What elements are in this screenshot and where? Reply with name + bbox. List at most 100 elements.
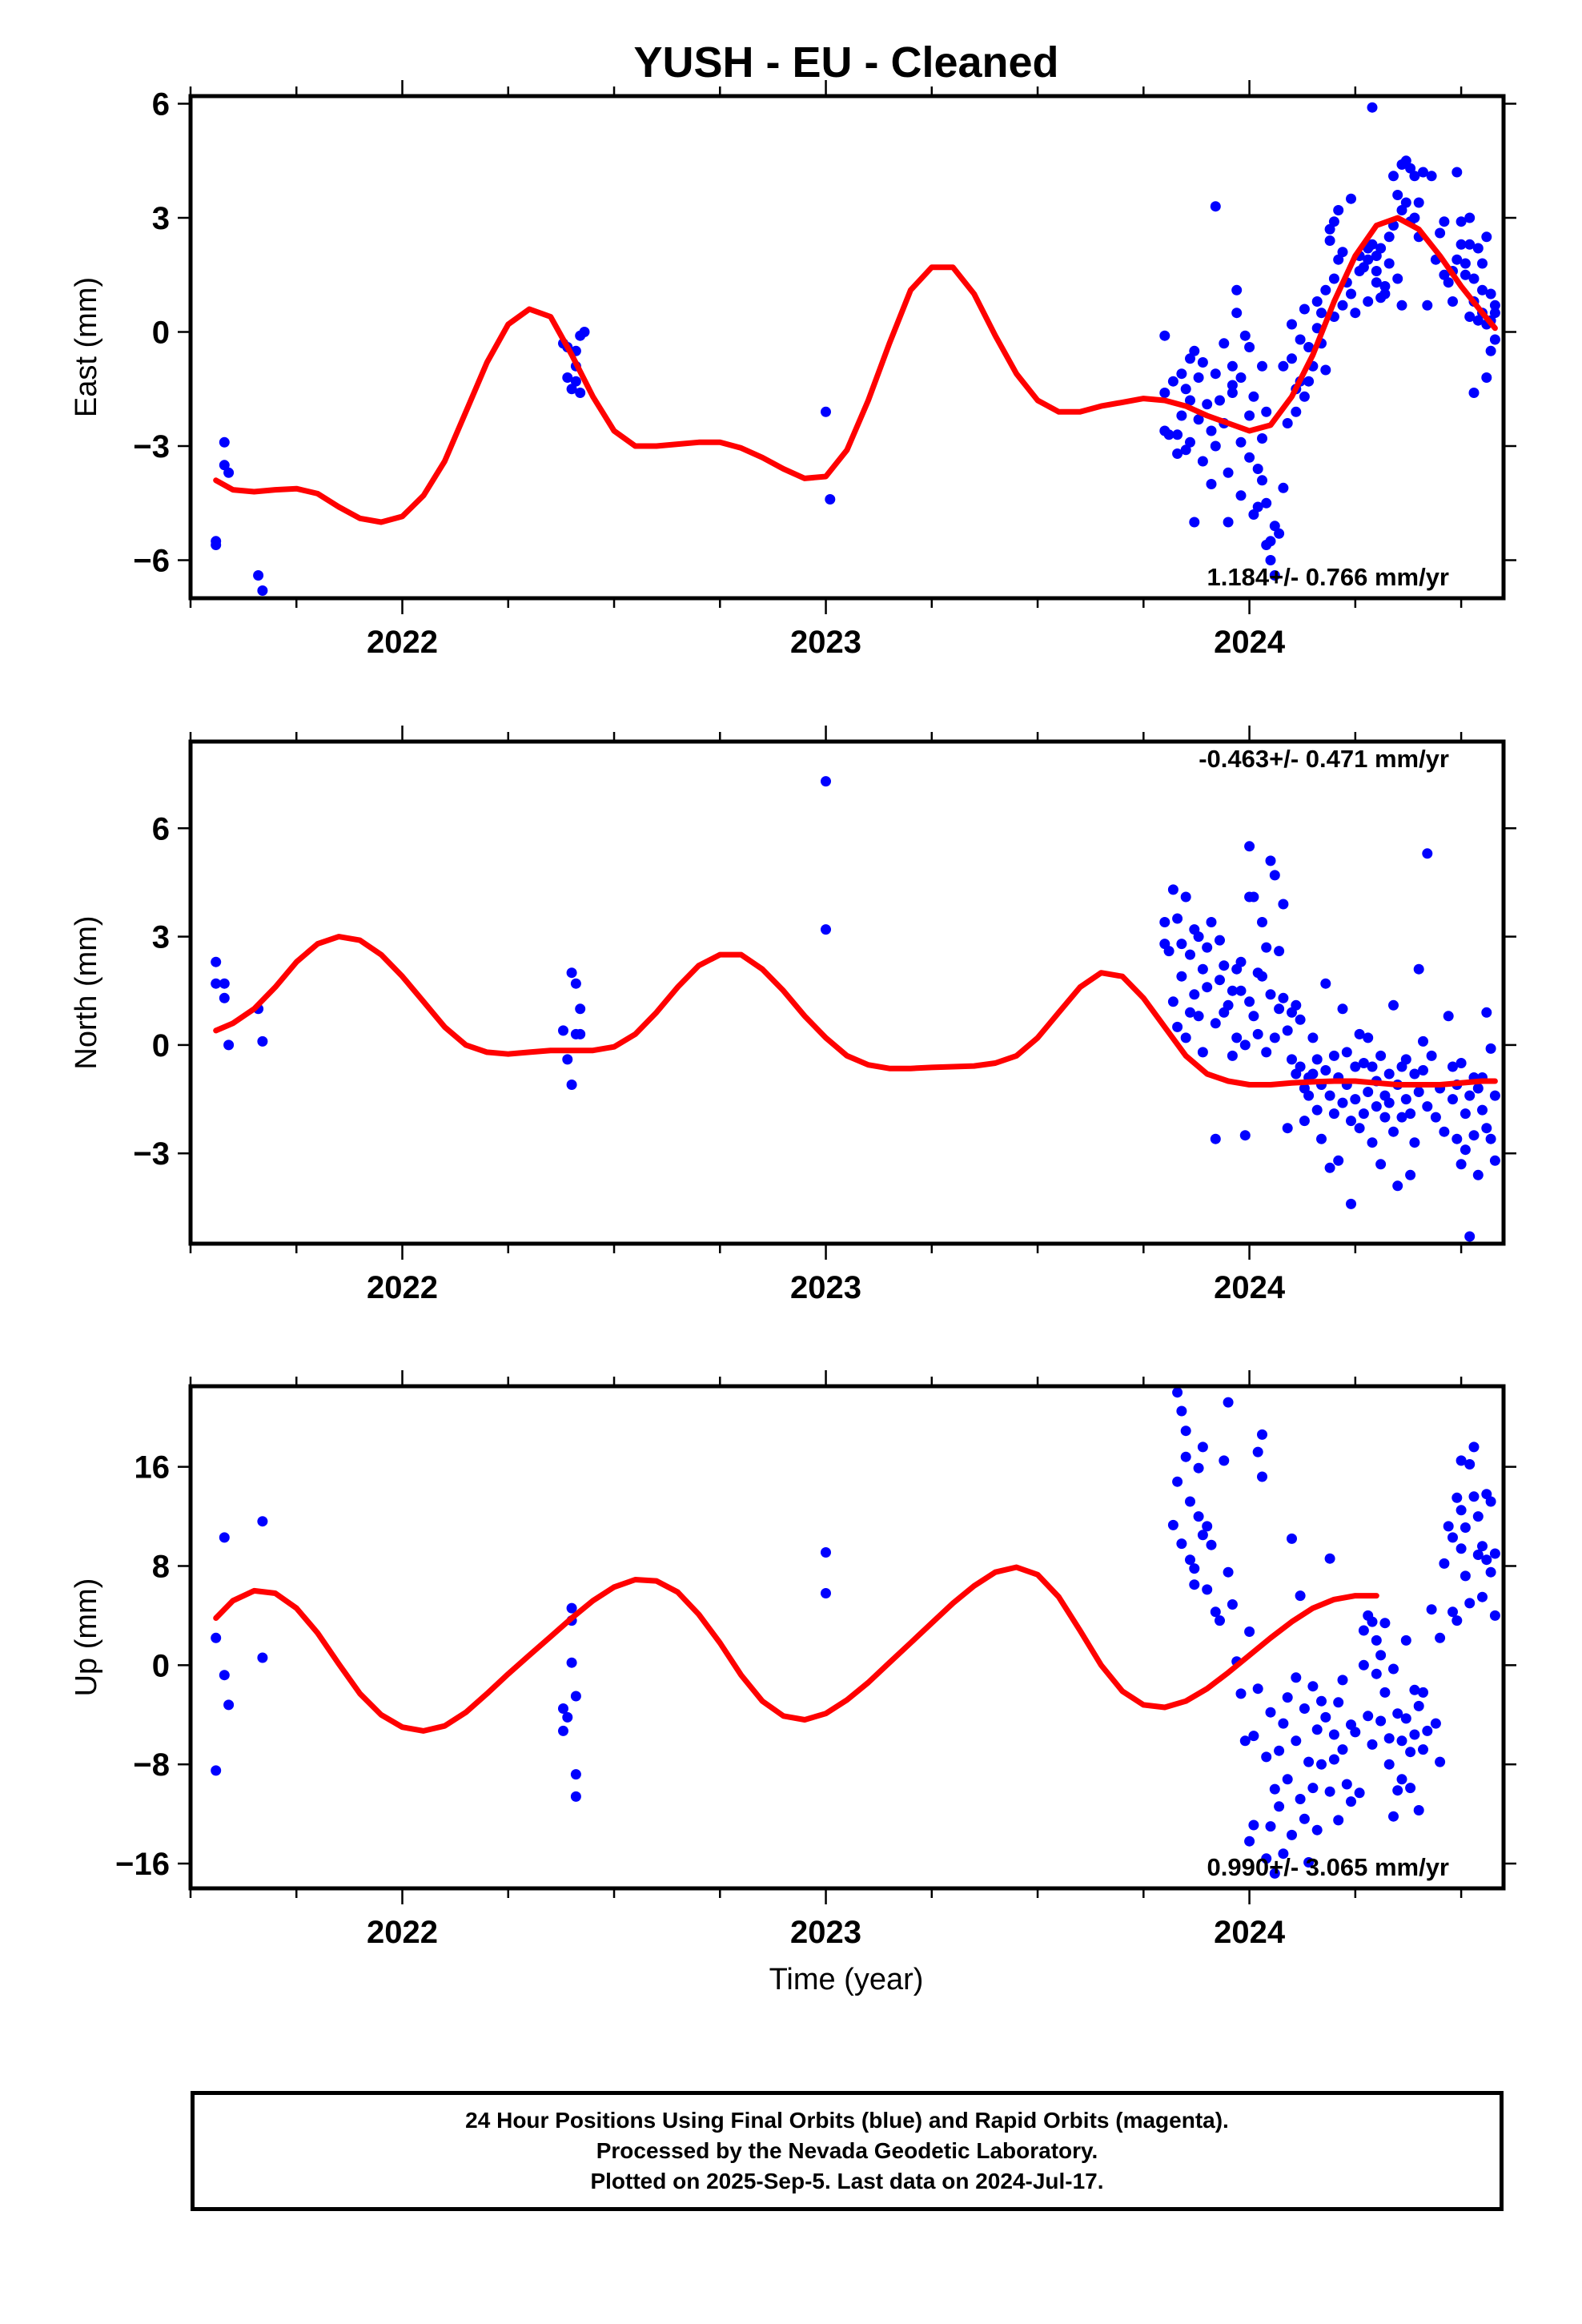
- data-point: [1468, 1491, 1480, 1502]
- data-point: [1324, 235, 1335, 246]
- data-point: [1180, 1032, 1191, 1043]
- model-curve-east: [213, 215, 1498, 525]
- data-point: [570, 978, 581, 989]
- data-point: [1443, 1521, 1454, 1532]
- data-point: [1452, 1133, 1463, 1144]
- data-point: [1269, 1032, 1280, 1043]
- data-point: [575, 1028, 586, 1039]
- data-point: [1464, 1598, 1476, 1609]
- data-point: [1443, 1011, 1454, 1022]
- data-point: [1185, 395, 1195, 406]
- data-point: [1261, 1853, 1272, 1864]
- data-point: [223, 1039, 235, 1051]
- data-point: [1392, 1180, 1403, 1192]
- data-point: [1257, 1471, 1267, 1482]
- data-point: [1371, 251, 1382, 261]
- data-point: [223, 467, 235, 478]
- data-point: [219, 1532, 230, 1543]
- data-point: [1383, 231, 1395, 243]
- data-point: [1231, 1032, 1243, 1043]
- data-point: [1210, 440, 1221, 452]
- data-point: [1202, 942, 1213, 953]
- data-point: [1248, 1011, 1259, 1022]
- data-point: [1388, 999, 1399, 1011]
- data-point: [1413, 1805, 1424, 1815]
- panel-north: 2022 2023 2024 6 3 0 −3 North (mm) -0.463+/- 0.4…: [70, 726, 1516, 1305]
- data-point: [1227, 388, 1238, 398]
- data-point: [1363, 296, 1374, 307]
- data-point: [1341, 1047, 1352, 1058]
- data-point: [575, 388, 586, 398]
- velocity-label-up: 0.990+/- 3.065 mm/yr: [1207, 1853, 1449, 1881]
- data-point: [1489, 1610, 1500, 1621]
- data-point: [566, 1080, 577, 1090]
- data-point: [1197, 456, 1208, 467]
- data-point: [1303, 1857, 1315, 1868]
- data-point: [1269, 870, 1280, 881]
- data-point: [1303, 376, 1315, 387]
- data-point: [1193, 1462, 1204, 1474]
- data-point: [1257, 360, 1267, 372]
- y-tick-label: 3: [152, 201, 170, 236]
- data-point: [1252, 1028, 1263, 1039]
- data-point: [1311, 296, 1323, 307]
- data-point: [1426, 171, 1437, 182]
- data-point: [1379, 288, 1391, 300]
- data-point: [566, 1602, 577, 1614]
- data-point: [1311, 1824, 1323, 1835]
- data-point: [1363, 1711, 1374, 1722]
- data-point: [1176, 1538, 1187, 1550]
- data-point: [1180, 384, 1191, 395]
- x-tick-label-2023: 2023: [790, 1915, 861, 1950]
- data-point: [1176, 971, 1187, 982]
- data-point: [1252, 464, 1263, 474]
- y-tick-label: −3: [133, 1136, 170, 1172]
- data-point: [1274, 1801, 1285, 1812]
- data-point: [575, 1003, 586, 1015]
- data-point: [1456, 1543, 1467, 1554]
- data-point: [257, 585, 268, 596]
- data-point: [1269, 521, 1280, 532]
- data-point: [1180, 891, 1191, 903]
- model-curve-north: [213, 934, 1498, 1088]
- data-point: [1320, 1711, 1331, 1723]
- data-point: [1379, 281, 1391, 292]
- data-point: [1472, 1511, 1484, 1522]
- data-point: [1388, 171, 1399, 182]
- data-point: [1210, 368, 1221, 380]
- data-point: [1435, 227, 1446, 239]
- data-point: [1468, 273, 1480, 284]
- data-point: [1193, 414, 1204, 425]
- data-point: [825, 494, 836, 505]
- data-point: [1210, 1018, 1221, 1029]
- data-point: [1185, 353, 1195, 364]
- data-point: [566, 1657, 577, 1668]
- data-point: [1261, 406, 1272, 417]
- data-points-north: [211, 776, 1500, 1242]
- data-point: [1464, 239, 1476, 250]
- data-point: [1299, 391, 1310, 402]
- data-point: [1430, 1718, 1441, 1729]
- data-point: [821, 1588, 831, 1598]
- data-point: [1333, 254, 1344, 265]
- data-point: [1176, 1405, 1187, 1417]
- data-point: [1172, 1387, 1183, 1398]
- data-point: [1418, 1035, 1428, 1047]
- data-point: [1324, 1553, 1335, 1564]
- data-point: [1193, 372, 1204, 383]
- data-point: [1481, 231, 1492, 243]
- data-point: [1274, 528, 1285, 539]
- data-point: [1307, 1783, 1319, 1794]
- data-point: [1358, 1058, 1369, 1068]
- data-point: [1388, 1663, 1399, 1675]
- data-point: [211, 956, 222, 967]
- data-point: [1452, 254, 1463, 265]
- data-point: [1400, 1713, 1411, 1724]
- data-point: [1197, 1530, 1208, 1541]
- data-point: [1485, 1566, 1496, 1578]
- data-point: [570, 376, 581, 387]
- y-tick-label: −16: [115, 1847, 170, 1882]
- data-point: [1371, 1668, 1382, 1679]
- data-point: [1371, 1101, 1382, 1112]
- data-point: [211, 1632, 222, 1643]
